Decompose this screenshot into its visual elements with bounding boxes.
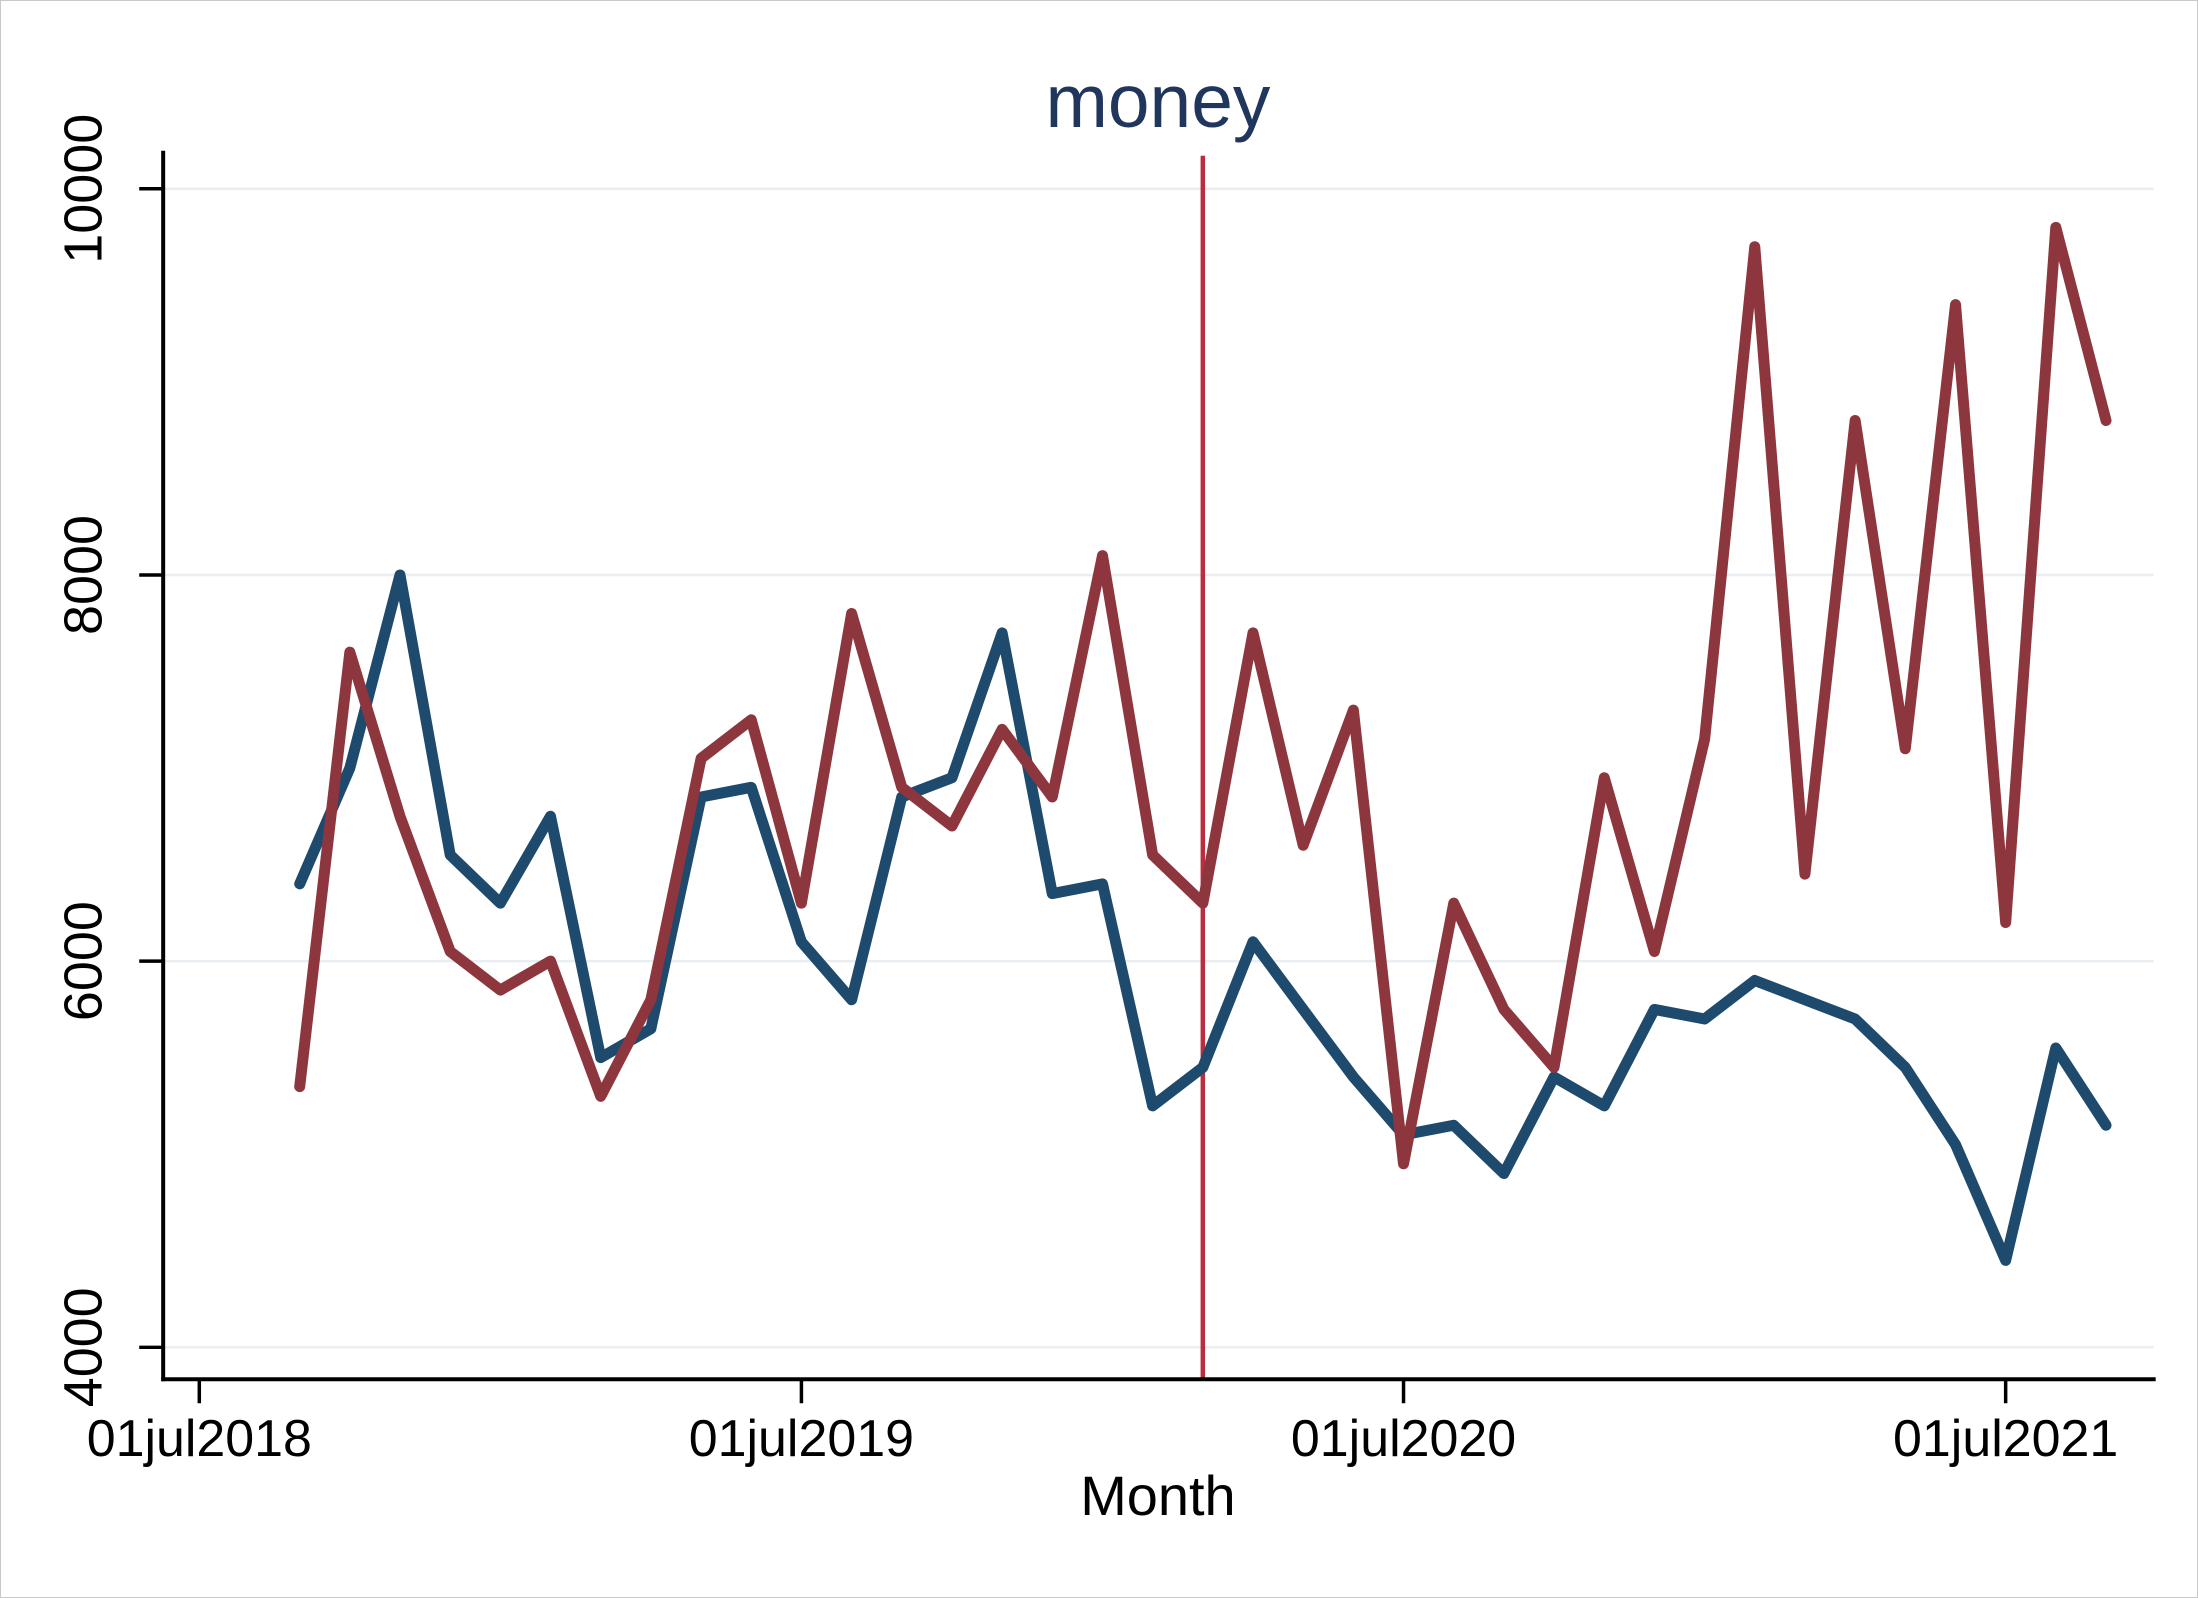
y-tick-label: 10000 xyxy=(53,114,113,264)
y-tick-label: 4000 xyxy=(53,1287,113,1407)
x-tick-label: 01jul2020 xyxy=(1291,1410,1516,1468)
x-axis-label: Month xyxy=(1080,1464,1235,1527)
y-tick-label: 6000 xyxy=(53,901,113,1021)
axes-group xyxy=(139,150,2156,1404)
x-tick-label: 01jul2018 xyxy=(87,1410,312,1468)
x-tick-label: 01jul2021 xyxy=(1893,1410,2118,1468)
series-group xyxy=(294,221,2112,1266)
gridlines-group xyxy=(163,187,2154,1349)
y-tick-label: 8000 xyxy=(53,515,113,635)
tick-labels-group: 4000 6000 8000 10000 01jul2018 01jul2019 01jul… xyxy=(53,114,2118,1468)
x-tick-label: 01jul2019 xyxy=(689,1410,914,1468)
chart-title: money xyxy=(1046,59,1271,143)
navy-series-line xyxy=(294,569,2112,1266)
maroon-series-line xyxy=(294,221,2112,1170)
